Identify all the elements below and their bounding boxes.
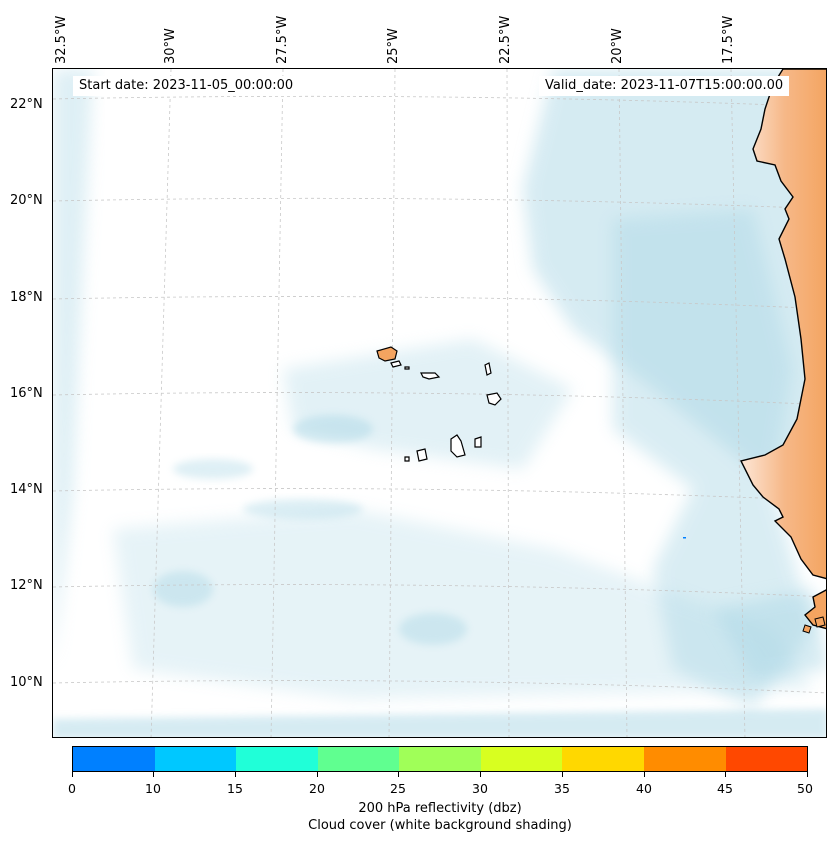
colorbar-tick-mark [153,772,154,777]
island-santo-antao [376,346,398,362]
lat-label-12n: 12°N [10,578,43,593]
colorbar-segment-40-45 [643,747,726,771]
lon-label-17-5w: 17.5°W [721,15,736,64]
island-brava [404,456,410,462]
island-sao-nicolau [420,372,441,380]
reflectivity-pixel [683,537,686,539]
colorbar-tick-40: 40 [636,781,652,796]
lat-label-14n: 14°N [10,482,43,497]
cloud-region-central [283,339,573,469]
cloud-patch-4 [243,499,363,519]
colorbar-segment-0-10 [73,747,155,771]
colorbar-segment-15-20 [236,747,318,771]
island-sao-vicente [390,360,402,368]
gridline-lon-27-5 [270,69,284,737]
land-bijagos-1 [802,624,812,634]
colorbar-title: 200 hPa reflectivity (dbz) [358,801,522,816]
gridline-lat-10 [53,680,826,694]
island-sal [484,362,492,376]
island-maio [474,436,482,448]
map-panel[interactable] [52,68,827,738]
colorbar-tick-10: 10 [145,781,161,796]
lon-label-30w: 30°W [163,28,178,64]
gridline-lon-30 [150,69,172,737]
gridline-lon-20 [618,69,628,737]
valid-date-label: Valid_date: 2023-11-07T15:00:00.00 [539,76,790,96]
reflectivity-colorbar [72,746,808,772]
lat-label-20n: 20°N [10,193,43,208]
graticule [53,69,826,737]
colorbar-tick-mark [480,772,481,777]
cloud-patch-3 [399,613,467,645]
colorbar-segment-35-40 [562,747,644,771]
colorbar-tick-mark [235,772,236,777]
colorbar-tick-15: 15 [227,781,243,796]
cloud-region-south-band [53,709,826,737]
gridline-lat-20 [53,197,826,210]
start-date-label: Start date: 2023-11-05_00:00:00 [73,76,300,96]
gridline-lat-16 [53,392,826,406]
gridline-lon-17-5 [730,69,746,737]
island-fogo [416,448,428,462]
colorbar-tick-50: 50 [797,781,813,796]
island-santa-luzia [404,366,410,370]
colorbar-tick-0: 0 [68,781,76,796]
colorbar-tick-mark [644,772,645,777]
cloud-region-southeast [713,589,826,679]
colorbar-tick-mark [72,772,73,777]
lat-label-18n: 18°N [10,290,43,305]
lon-label-25w: 25°W [386,28,401,64]
lon-label-22-5w: 22.5°W [498,15,513,64]
colorbar-subtitle: Cloud cover (white background shading) [308,818,572,833]
colorbar-tick-mark [317,772,318,777]
cloud-cover-shading [53,69,826,737]
lon-label-27-5w: 27.5°W [275,15,290,64]
colorbar-tick-45: 45 [717,781,733,796]
cloud-region-west-strip [53,69,93,669]
colorbar-segment-20-25 [317,747,400,771]
colorbar-segment-25-30 [399,747,481,771]
colorbar-tick-mark [398,772,399,777]
colorbar-tick-20: 20 [309,781,325,796]
colorbar-segment-45-50 [725,747,808,771]
gridline-lat-22 [53,95,826,108]
colorbar-tick-30: 30 [472,781,488,796]
africa-coast [739,69,826,634]
cloud-patch-5 [173,459,253,479]
cloud-region-south [113,509,813,699]
cape-verde-islands [376,346,502,462]
lat-label-22n: 22°N [10,97,43,112]
colorbar-tick-35: 35 [554,781,570,796]
lon-label-20w: 20°W [610,28,625,64]
cloud-region-east [613,209,813,709]
island-santiago [450,434,466,458]
map-canvas[interactable] [53,69,827,738]
gridline-lat-12 [53,584,826,598]
colorbar-tick-mark [562,772,563,777]
colorbar-tick-25: 25 [390,781,406,796]
cloud-patch-2 [153,571,213,607]
land-mainland-north [739,69,826,580]
colorbar-tick-mark [725,772,726,777]
colorbar-segment-10-15 [154,747,237,771]
land-bijagos-2 [814,616,826,628]
lon-label-32-5w: 32.5°W [54,15,69,64]
colorbar-tick-mark [807,772,808,777]
gridline-lon-25 [388,69,396,737]
gridline-lat-14 [53,488,826,502]
colorbar-segment-30-35 [480,747,563,771]
island-boa-vista [486,392,502,406]
cloud-patch-1 [293,415,373,443]
lat-label-16n: 16°N [10,386,43,401]
lat-label-10n: 10°N [10,675,43,690]
gridline-lon-22-5 [506,69,510,737]
